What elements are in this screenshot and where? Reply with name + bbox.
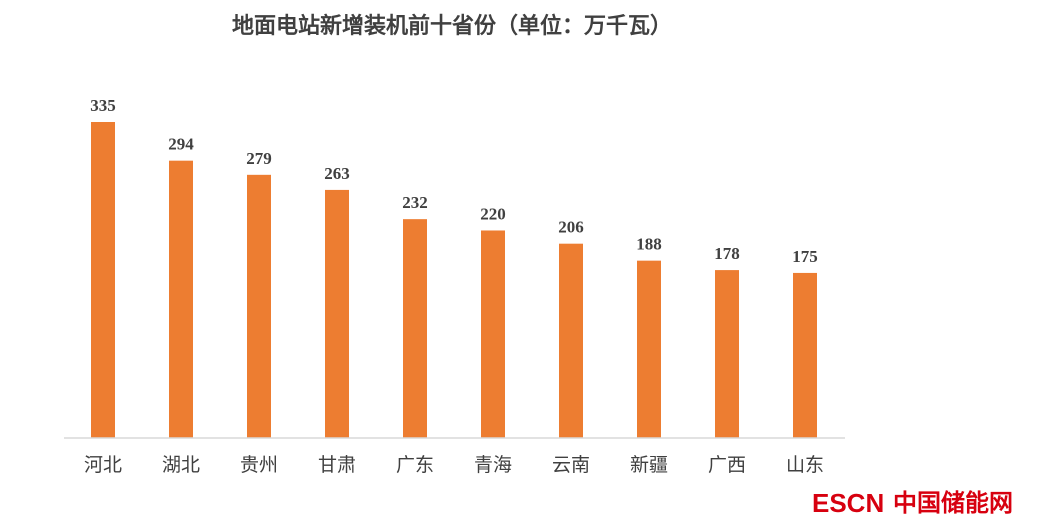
category-label-3: 贵州 <box>240 454 278 476</box>
value-label-6: 220 <box>480 204 506 223</box>
category-label-7: 云南 <box>552 454 590 476</box>
watermark-latin: ESCN <box>812 488 884 518</box>
value-label-8: 188 <box>636 235 662 254</box>
bar-2 <box>169 160 193 438</box>
category-label-6: 青海 <box>474 454 512 476</box>
value-label-2: 294 <box>168 135 194 154</box>
category-label-4: 甘肃 <box>318 454 356 476</box>
bar-4 <box>325 189 349 438</box>
category-label-1: 河北 <box>84 454 122 476</box>
category-label-5: 广东 <box>396 454 434 476</box>
watermark-logo: ESCN 中国储能网 <box>812 488 1013 518</box>
bar-3 <box>247 174 271 438</box>
bar-7 <box>559 243 583 438</box>
bar-8 <box>637 260 661 438</box>
bar-1 <box>91 122 115 438</box>
value-label-4: 263 <box>324 164 350 183</box>
category-label-10: 山东 <box>786 454 824 476</box>
value-label-3: 279 <box>246 149 272 168</box>
bar-6 <box>481 230 505 438</box>
bars-group <box>91 122 817 438</box>
bar-5 <box>403 219 427 438</box>
category-labels-group: 河北 湖北 贵州 甘肃 广东 青海 云南 新疆 广西 山东 <box>84 454 824 476</box>
value-label-9: 178 <box>714 244 740 263</box>
chart-title: 地面电站新增装机前十省份（单位：万千瓦） <box>232 13 672 39</box>
bar-9 <box>715 270 739 438</box>
bar-10 <box>793 272 817 438</box>
value-label-10: 175 <box>792 247 818 266</box>
value-label-1: 335 <box>90 96 116 115</box>
watermark-cjk: 中国储能网 <box>893 489 1013 517</box>
value-label-5: 232 <box>402 193 428 212</box>
category-label-9: 广西 <box>708 454 746 476</box>
value-labels-group: 335 294 279 263 232 220 206 188 178 175 <box>90 96 818 266</box>
category-label-8: 新疆 <box>630 454 668 476</box>
category-label-2: 湖北 <box>162 454 200 476</box>
value-label-7: 206 <box>558 218 584 237</box>
